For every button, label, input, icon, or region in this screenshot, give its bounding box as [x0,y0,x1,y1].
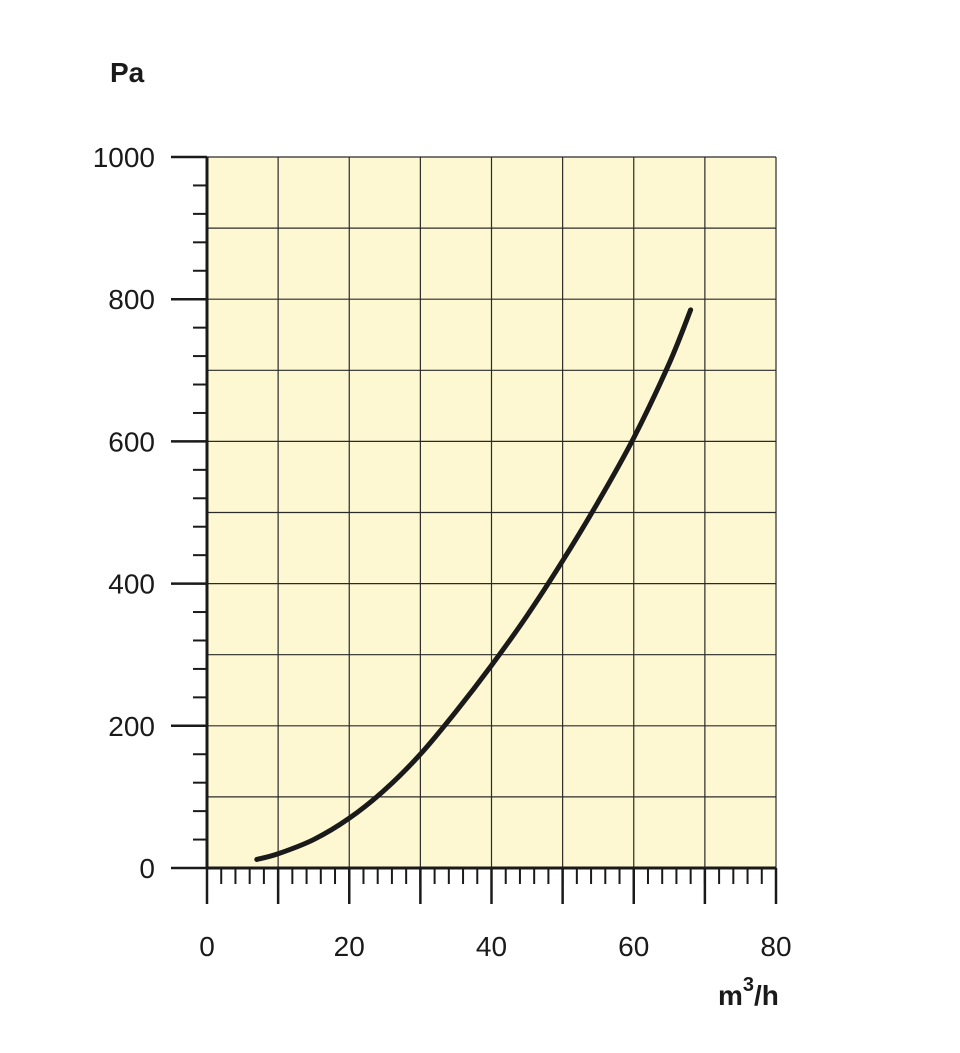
y-tick-label: 600 [108,426,155,457]
y-tick-label: 1000 [93,142,155,173]
y-tick-label: 0 [139,853,155,884]
grid [207,156,777,868]
x-tick-label: 20 [334,931,365,962]
x-axis-label: m3/h [718,974,779,1011]
x-axis-label-tail: /h [754,980,779,1011]
y-tick-labels: 0 200 400 600 800 1000 [93,142,155,884]
y-tick-label: 800 [108,284,155,315]
x-axis-label-sup: 3 [743,974,754,996]
y-tick-label: 400 [108,569,155,600]
x-tick-label: 40 [476,931,507,962]
x-axis-label-base: m [718,980,743,1011]
x-tick-labels: 0 20 40 60 80 [199,931,791,962]
x-tick-label: 80 [760,931,791,962]
x-axis [205,866,778,904]
y-tick-label: 200 [108,711,155,742]
series [254,307,694,862]
y-axis [171,155,209,870]
x-tick-label: 0 [199,931,215,962]
y-axis-label: Pa [110,57,145,88]
series-line [254,307,694,862]
x-tick-label: 60 [618,931,649,962]
